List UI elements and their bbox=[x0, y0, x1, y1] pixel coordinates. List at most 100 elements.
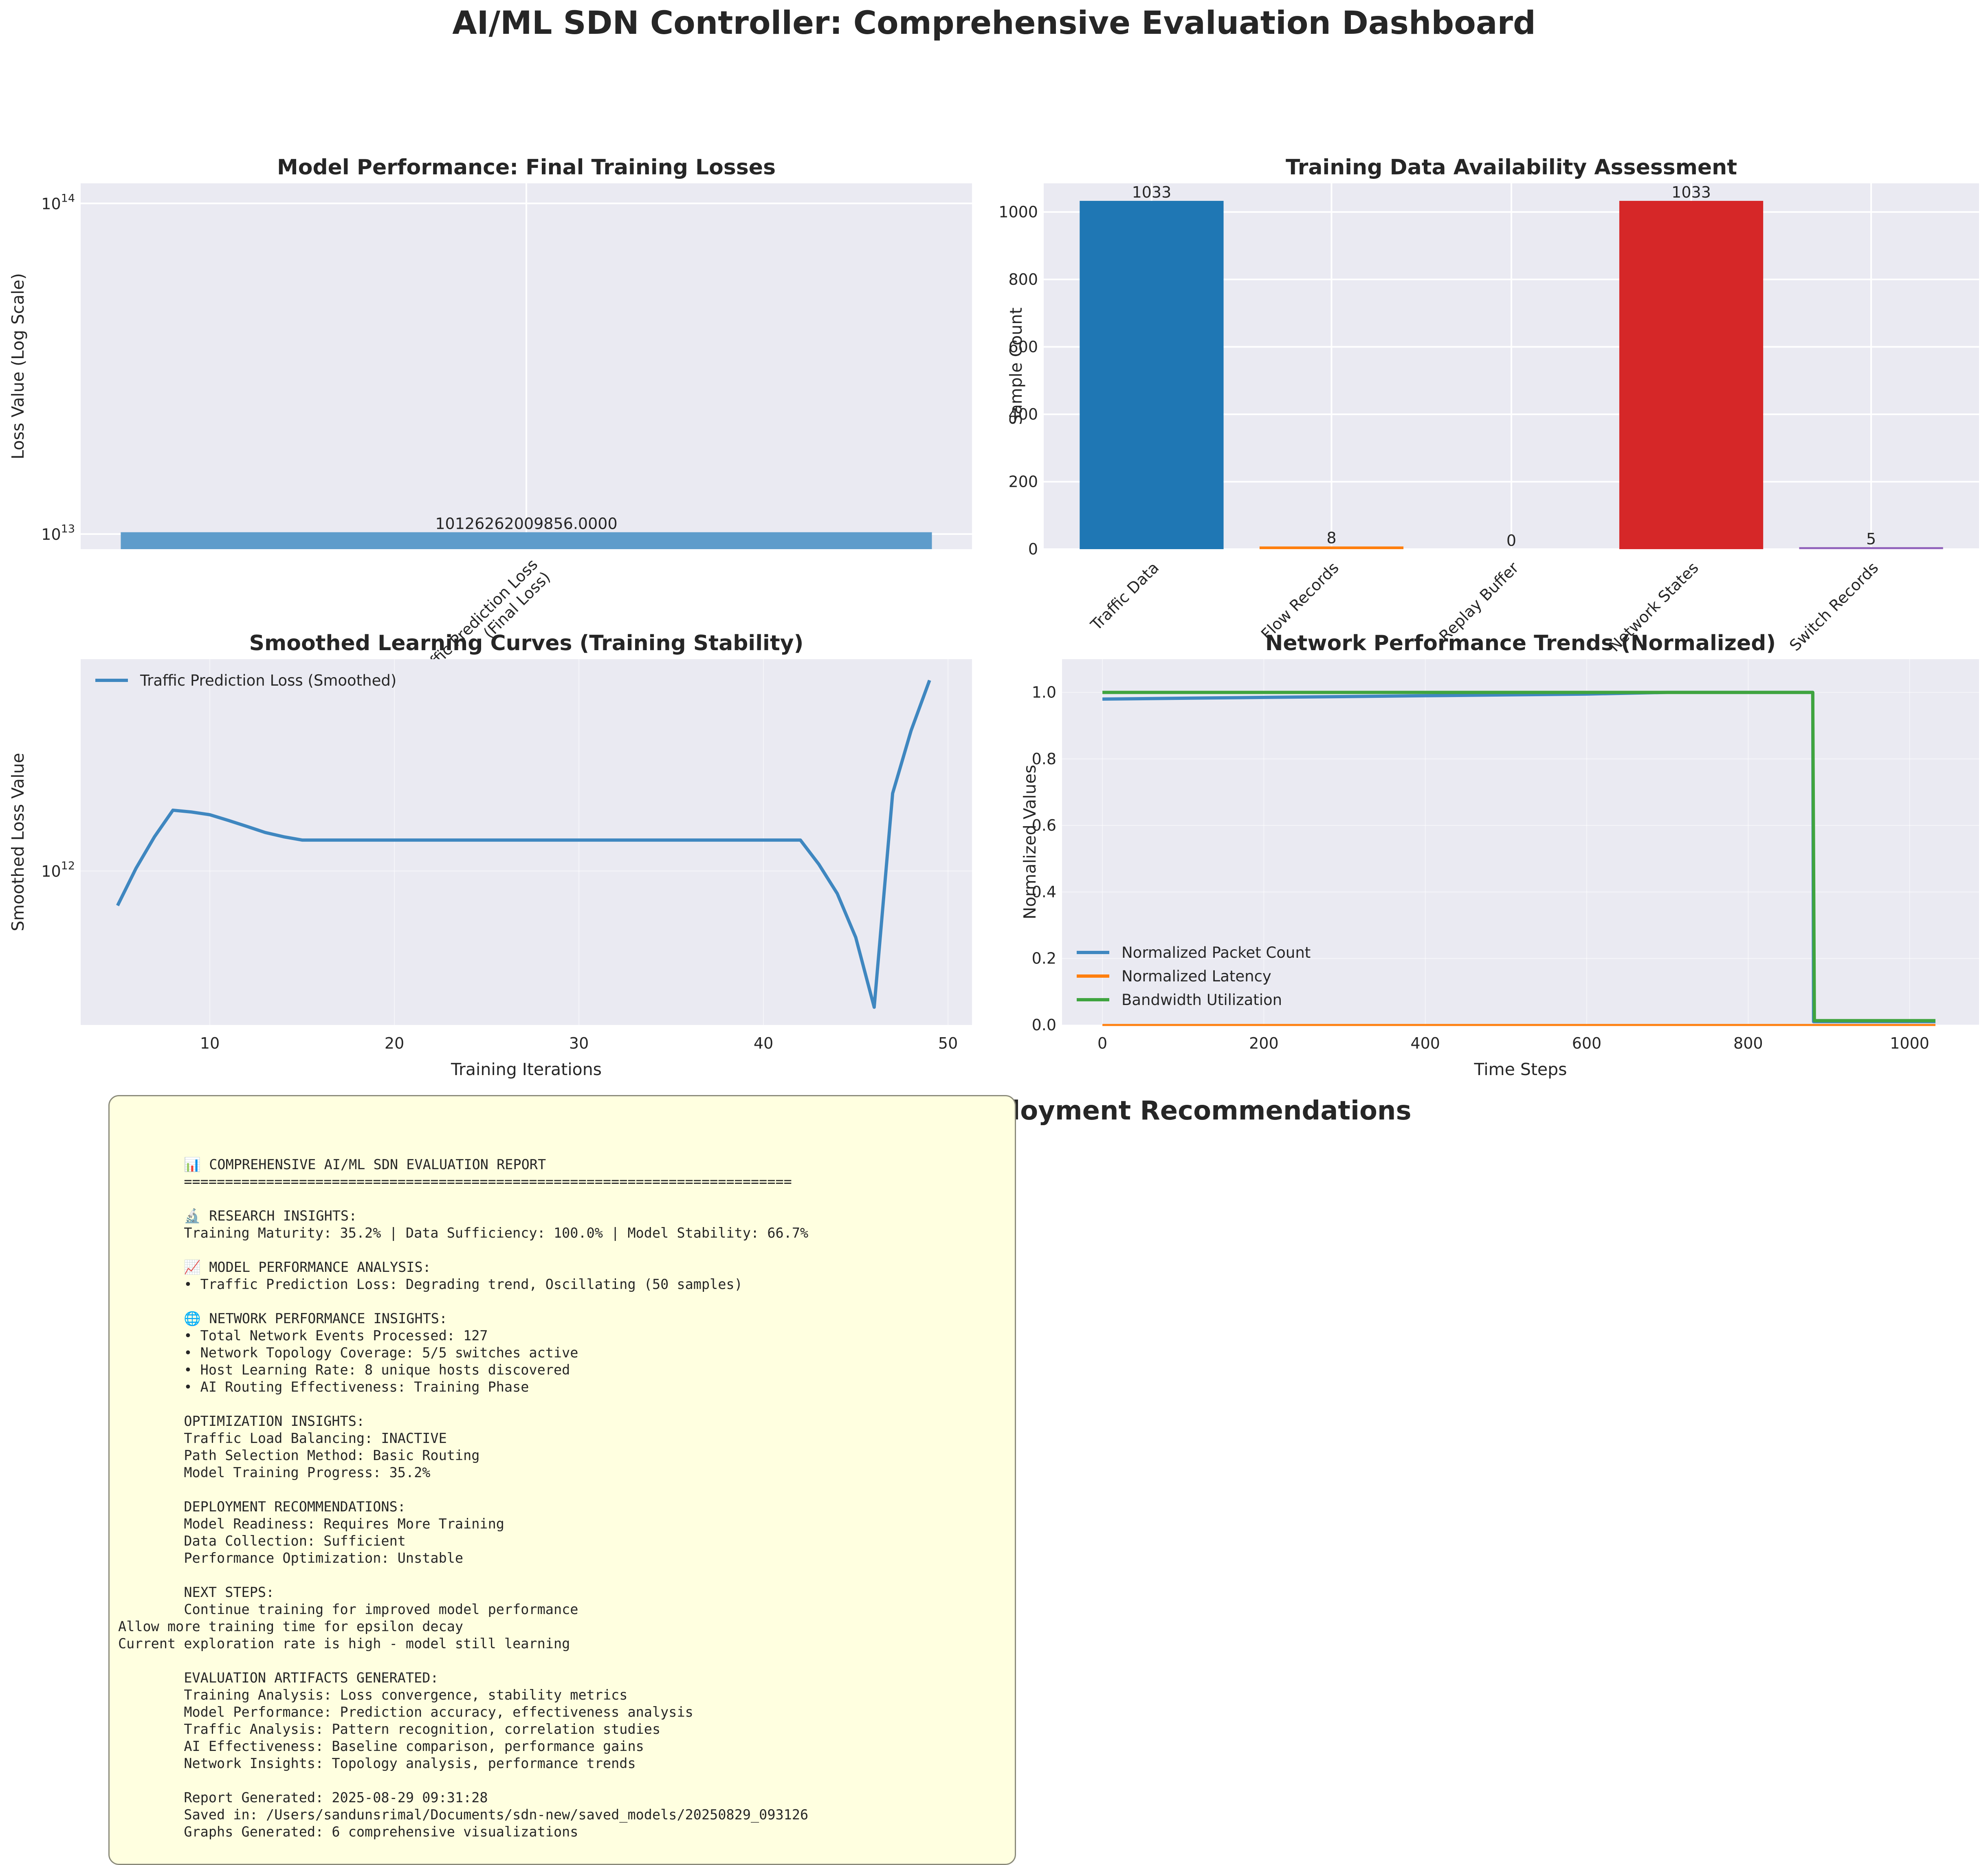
report-line: AI Effectiveness: Baseline comparison, p… bbox=[118, 1738, 644, 1754]
legend-label: Bandwidth Utilization bbox=[1122, 991, 1282, 1009]
report-line: Model Performance: Prediction accuracy, … bbox=[118, 1704, 693, 1720]
x-tick-label: Traffic Prediction Loss(Final Loss) bbox=[410, 555, 554, 699]
y-tick-label: 1000 bbox=[998, 203, 1038, 221]
report-line: Training Maturity: 35.2% | Data Sufficie… bbox=[118, 1225, 809, 1241]
x-tick-label: Flow Records bbox=[1258, 559, 1342, 643]
y-axis-label: Normalized Values bbox=[1020, 765, 1040, 919]
report-line bbox=[118, 1481, 808, 1498]
y-tick-label: 200 bbox=[1008, 473, 1038, 490]
legend-label: Normalized Latency bbox=[1122, 968, 1271, 985]
bar bbox=[121, 532, 932, 549]
report-line: Saved in: /Users/sandunsrimal/Documents/… bbox=[118, 1807, 809, 1823]
bar-value-label: 8 bbox=[1326, 529, 1336, 547]
report-line: 📊 COMPREHENSIVE AI/ML SDN EVALUATION REP… bbox=[118, 1157, 546, 1172]
report-line: Model Training Progress: 35.2% bbox=[118, 1465, 431, 1480]
report-line bbox=[118, 1396, 808, 1413]
plot-area bbox=[1062, 659, 1979, 1025]
y-axis-label: Loss Value (Log Scale) bbox=[8, 273, 28, 459]
report-line: ========================================… bbox=[118, 1174, 792, 1190]
report-line: Network Insights: Topology analysis, per… bbox=[118, 1755, 636, 1771]
report-line bbox=[118, 1772, 808, 1789]
chart-title: Network Performance Trends (Normalized) bbox=[1265, 631, 1776, 655]
report-box bbox=[108, 1095, 1016, 1865]
y-tick-label: 400 bbox=[1008, 405, 1038, 423]
report-line: • Host Learning Rate: 8 unique hosts dis… bbox=[118, 1362, 570, 1378]
report-line bbox=[118, 1190, 808, 1207]
bar-value-label: 1033 bbox=[1132, 183, 1172, 201]
report-line: Traffic Load Balancing: INACTIVE bbox=[118, 1430, 447, 1446]
y-tick-label: 0 bbox=[1028, 540, 1038, 558]
y-tick-label: 600 bbox=[1008, 338, 1038, 356]
report-line: NEXT STEPS: bbox=[118, 1584, 275, 1600]
bar-value-label: 10126262009856.0000 bbox=[435, 515, 617, 532]
report-line: Training Analysis: Loss convergence, sta… bbox=[118, 1687, 628, 1703]
x-tick-label: 0 bbox=[1097, 1034, 1107, 1052]
report-line bbox=[118, 1242, 808, 1259]
report-line: Report Generated: 2025-08-29 09:31:28 bbox=[118, 1790, 488, 1806]
report-line: OPTIMIZATION INSIGHTS: bbox=[118, 1413, 365, 1429]
x-tick-label: 200 bbox=[1249, 1034, 1279, 1052]
y-tick-label: 1.0 bbox=[1032, 684, 1056, 702]
y-tick-label: 1013 bbox=[41, 523, 75, 543]
report-line: EVALUATION ARTIFACTS GENERATED: bbox=[118, 1670, 439, 1686]
x-tick-label: Switch Records bbox=[1786, 559, 1882, 654]
y-tick-label: 800 bbox=[1008, 271, 1038, 288]
series-line bbox=[1102, 691, 1935, 1023]
report-line: Graphs Generated: 6 comprehensive visual… bbox=[118, 1824, 578, 1840]
report-line: • AI Routing Effectiveness: Training Pha… bbox=[118, 1379, 529, 1395]
y-tick-label: 0.4 bbox=[1032, 883, 1056, 901]
report-line: • Network Topology Coverage: 5/5 switche… bbox=[118, 1345, 578, 1361]
legend-label: Normalized Packet Count bbox=[1122, 944, 1311, 961]
x-axis-label: Time Steps bbox=[1473, 1060, 1567, 1079]
plot-area bbox=[81, 183, 972, 549]
report-line bbox=[118, 1652, 808, 1669]
report-line: Traffic Analysis: Pattern recognition, c… bbox=[118, 1721, 661, 1737]
bar bbox=[1080, 201, 1224, 549]
y-tick-label: 0.0 bbox=[1032, 1016, 1056, 1034]
series-line bbox=[1102, 691, 1935, 1023]
report-line: 🌐 NETWORK PERFORMANCE INSIGHTS: bbox=[118, 1311, 448, 1326]
bar-value-label: 1033 bbox=[1671, 183, 1711, 201]
x-axis-label: Training Iterations bbox=[451, 1060, 602, 1079]
plot-area bbox=[81, 659, 972, 1025]
report-line: Model Readiness: Requires More Training bbox=[118, 1516, 504, 1532]
bar-value-label: 5 bbox=[1866, 530, 1876, 548]
x-tick-label: 30 bbox=[569, 1034, 589, 1052]
y-tick-label: 0.2 bbox=[1032, 950, 1056, 968]
x-tick-label: 10 bbox=[200, 1034, 220, 1052]
report-line: Data Collection: Sufficient bbox=[118, 1533, 406, 1549]
bar bbox=[1799, 547, 1943, 549]
bar bbox=[1619, 201, 1764, 549]
chart-title: Model Performance: Final Training Losses bbox=[277, 155, 776, 180]
report-line: DEPLOYMENT RECOMMENDATIONS: bbox=[118, 1499, 406, 1515]
x-tick-label: Traffic Data bbox=[1087, 559, 1162, 634]
dashboard-title: AI/ML SDN Controller: Comprehensive Eval… bbox=[452, 5, 1536, 42]
report-line: Current exploration rate is high - model… bbox=[118, 1636, 570, 1652]
report-line: Allow more training time for epsilon dec… bbox=[118, 1619, 464, 1634]
bar-value-label: 0 bbox=[1506, 532, 1516, 550]
plot-area bbox=[1044, 183, 1979, 549]
y-tick-label: 0.6 bbox=[1032, 816, 1056, 834]
y-axis-label: Sample Count bbox=[1006, 308, 1026, 425]
x-tick-label: Replay Buffer bbox=[1436, 559, 1522, 645]
x-tick-label: 50 bbox=[938, 1034, 958, 1052]
x-tick-label: 1000 bbox=[1890, 1034, 1929, 1052]
x-tick-label: 600 bbox=[1572, 1034, 1602, 1052]
y-axis-label: Smoothed Loss Value bbox=[8, 753, 28, 931]
y-tick-label: 1014 bbox=[41, 192, 75, 213]
report-text: 📊 COMPREHENSIVE AI/ML SDN EVALUATION REP… bbox=[118, 1156, 808, 1841]
report-line bbox=[118, 1293, 808, 1310]
bar bbox=[1259, 546, 1404, 549]
x-tick-label: 800 bbox=[1733, 1034, 1763, 1052]
y-tick-label: 0.8 bbox=[1032, 750, 1056, 768]
chart-title: Training Data Availability Assessment bbox=[1286, 155, 1737, 180]
x-tick-label: 400 bbox=[1410, 1034, 1440, 1052]
y-tick-label: 1012 bbox=[41, 860, 75, 880]
series-line bbox=[116, 680, 931, 1009]
report-line: Continue training for improved model per… bbox=[118, 1601, 578, 1617]
x-tick-label: Network States bbox=[1605, 559, 1702, 655]
x-tick-label: 20 bbox=[385, 1034, 404, 1052]
report-line: 🔬 RESEARCH INSIGHTS: bbox=[118, 1208, 357, 1224]
report-line: • Traffic Prediction Loss: Degrading tre… bbox=[118, 1276, 743, 1292]
legend-label: Traffic Prediction Loss (Smoothed) bbox=[140, 672, 396, 689]
